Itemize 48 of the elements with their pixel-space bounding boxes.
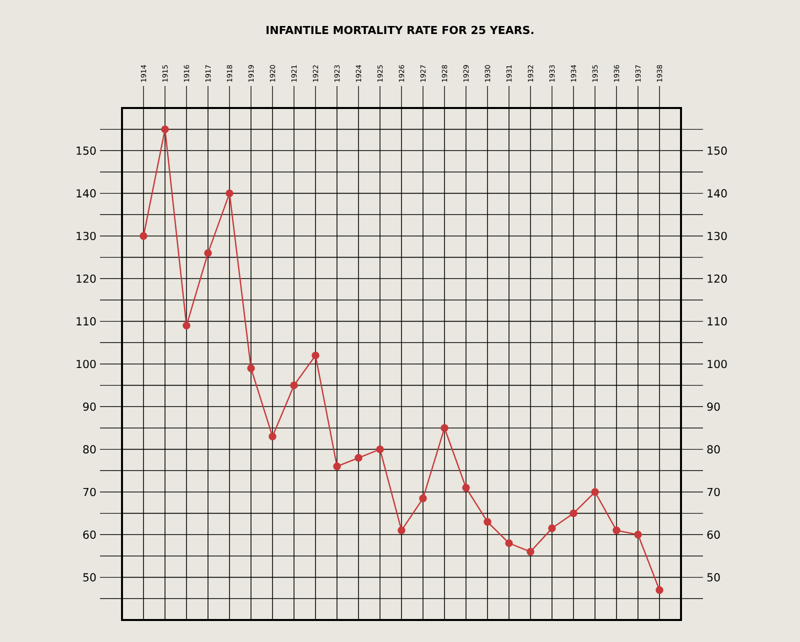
point xyxy=(398,526,406,534)
point xyxy=(333,462,341,470)
y2-tick-label: 100 xyxy=(708,360,727,368)
point xyxy=(419,494,427,502)
point xyxy=(182,322,190,330)
point xyxy=(612,526,620,534)
y-tick-label: 110 xyxy=(76,317,96,326)
y-tick-label: 50 xyxy=(83,573,96,582)
chart-title: INFANTILE MORTALITY RATE FOR 25 YEARS. xyxy=(266,26,534,34)
point xyxy=(376,445,384,454)
point xyxy=(247,364,255,372)
point xyxy=(140,232,148,240)
y-tick-label: 80 xyxy=(83,445,96,454)
point xyxy=(354,454,362,462)
point xyxy=(656,586,664,594)
point xyxy=(440,424,448,432)
point xyxy=(548,524,556,532)
point xyxy=(204,249,212,257)
point xyxy=(505,539,513,548)
y-tick-label: 70 xyxy=(83,488,96,496)
y-tick-label: 120 xyxy=(76,274,96,283)
y-tick-label: 130 xyxy=(76,232,96,240)
y-tick-label: 60 xyxy=(83,530,96,539)
y-tick-label: 150 xyxy=(76,146,96,155)
y2-tick-label: 60 xyxy=(707,530,720,539)
point xyxy=(312,352,320,360)
point xyxy=(161,125,169,134)
point xyxy=(526,548,534,556)
point xyxy=(591,488,599,496)
point xyxy=(226,189,234,198)
point xyxy=(290,381,298,390)
point xyxy=(268,432,276,440)
y2-tick-label: 80 xyxy=(707,445,720,454)
y2-tick-label: 130 xyxy=(708,232,727,240)
y2-tick-label: 150 xyxy=(708,146,727,155)
y-tick-label: 140 xyxy=(76,189,96,198)
y2-tick-label: 90 xyxy=(707,402,720,411)
point xyxy=(634,530,642,539)
y-tick-label: 90 xyxy=(83,402,96,411)
point xyxy=(462,484,470,492)
point xyxy=(484,518,492,526)
y2-tick-label: 50 xyxy=(707,573,720,582)
y2-tick-label: 140 xyxy=(708,189,727,198)
y2-tick-label: 70 xyxy=(707,488,720,496)
y2-tick-label: 120 xyxy=(708,274,727,283)
point xyxy=(570,509,578,518)
y-tick-label: 100 xyxy=(76,360,96,368)
y2-tick-label: 110 xyxy=(708,317,727,326)
